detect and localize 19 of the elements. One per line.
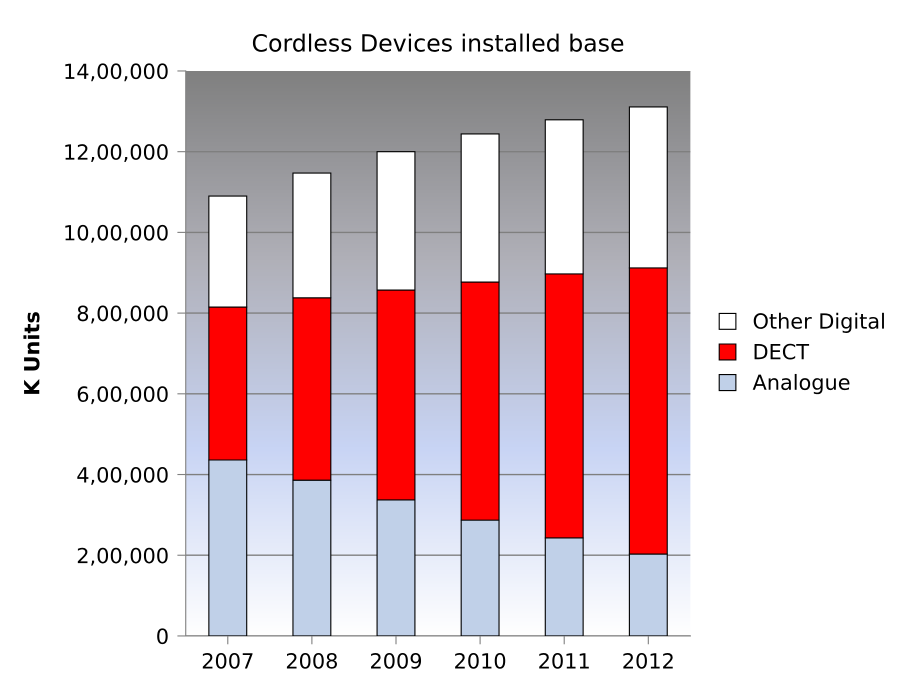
x-tick-label: 2008 <box>286 652 337 669</box>
x-tick-label: 2012 <box>623 652 673 669</box>
x-tick-label: 2009 <box>371 652 422 669</box>
legend-label: Analogue <box>752 374 850 394</box>
y-tick-label: 12,00,000 <box>65 144 168 162</box>
y-tick-label: 10,00,000 <box>65 224 168 243</box>
legend-label: Other Digital <box>754 312 884 333</box>
x-tick-label: 2007 <box>202 652 253 669</box>
chart-title: Cordless Devices installed base <box>252 34 624 52</box>
y-tick-label: 4,00,000 <box>77 466 168 485</box>
y-tick-label: 14,00,000 <box>65 63 168 82</box>
y-tick-label: 6,00,000 <box>78 386 168 404</box>
x-tick-label: 2010 <box>455 652 506 669</box>
y-tick-label: 2,00,000 <box>78 548 168 566</box>
legend-label: DECT <box>754 344 810 360</box>
x-tick-label: 2011 <box>539 652 589 669</box>
y-tick-label: 0 <box>157 628 168 644</box>
y-axis-title: K Units <box>23 312 40 394</box>
y-tick-label: 8,00,000 <box>78 306 168 324</box>
